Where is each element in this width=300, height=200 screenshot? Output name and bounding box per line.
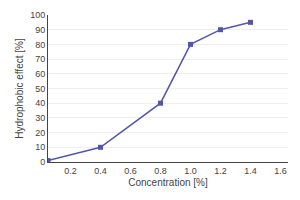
svg-text:10: 10: [35, 142, 45, 152]
svg-text:60: 60: [35, 69, 45, 79]
svg-text:Hydrophobic effect [%]: Hydrophobic effect [%]: [14, 38, 25, 139]
svg-text:40: 40: [35, 98, 45, 108]
svg-text:0.8: 0.8: [154, 166, 167, 176]
svg-text:30: 30: [35, 113, 45, 123]
svg-text:70: 70: [35, 54, 45, 64]
svg-text:1.0: 1.0: [184, 166, 197, 176]
svg-text:1.2: 1.2: [214, 166, 227, 176]
svg-text:1.6: 1.6: [274, 166, 287, 176]
svg-text:0.2: 0.2: [64, 166, 77, 176]
svg-text:0.6: 0.6: [124, 166, 137, 176]
svg-text:80: 80: [35, 40, 45, 50]
svg-text:Concentration [%]: Concentration [%]: [128, 177, 208, 188]
svg-text:100: 100: [30, 10, 45, 20]
svg-text:0.4: 0.4: [94, 166, 107, 176]
svg-text:50: 50: [35, 84, 45, 94]
svg-text:90: 90: [35, 25, 45, 35]
svg-text:1.4: 1.4: [244, 166, 257, 176]
svg-text:0: 0: [40, 157, 45, 167]
svg-text:20: 20: [35, 128, 45, 138]
